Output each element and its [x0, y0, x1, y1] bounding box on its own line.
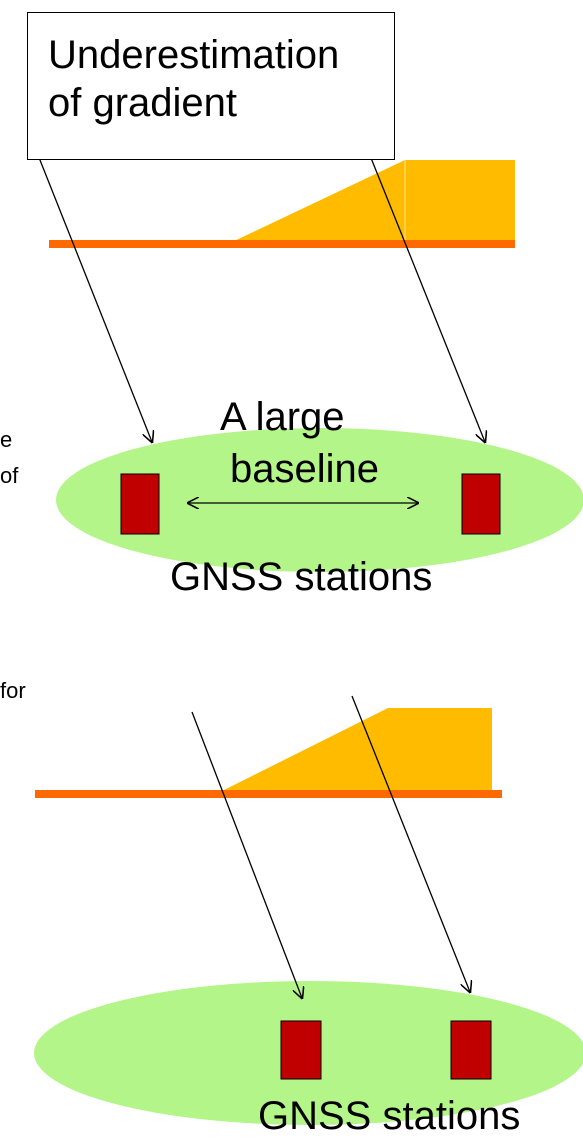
stations-label-bottom: GNSS stations [258, 1094, 521, 1138]
station-bottom-right [450, 1020, 492, 1080]
ground-top [49, 240, 515, 248]
stations-label-top: GNSS stations [170, 555, 433, 599]
slope-top [232, 160, 405, 242]
ray-top-right [366, 147, 485, 442]
baseline-label-line-2: baseline [230, 447, 380, 491]
cut-text-3: for [0, 678, 26, 703]
station-bottom-left [280, 1020, 322, 1080]
ground-bottom [35, 790, 502, 798]
ray-bottom-right [351, 695, 470, 992]
cut-text-2: of [0, 463, 19, 488]
plateau-top [405, 160, 515, 242]
station-top-left [120, 473, 160, 535]
callout-line-2: of gradient [48, 81, 238, 125]
station-top-right [461, 473, 501, 535]
slope-bottom [220, 708, 388, 792]
cut-text-1: e [0, 427, 13, 452]
baseline-label-line-1: A large [220, 395, 345, 439]
underestimation-callout: Underestimation of gradient [27, 12, 395, 160]
plateau-bottom [388, 708, 492, 792]
ray-top-left [35, 149, 152, 442]
ray-bottom-left [191, 711, 302, 998]
callout-line-1: Underestimation [48, 33, 340, 77]
